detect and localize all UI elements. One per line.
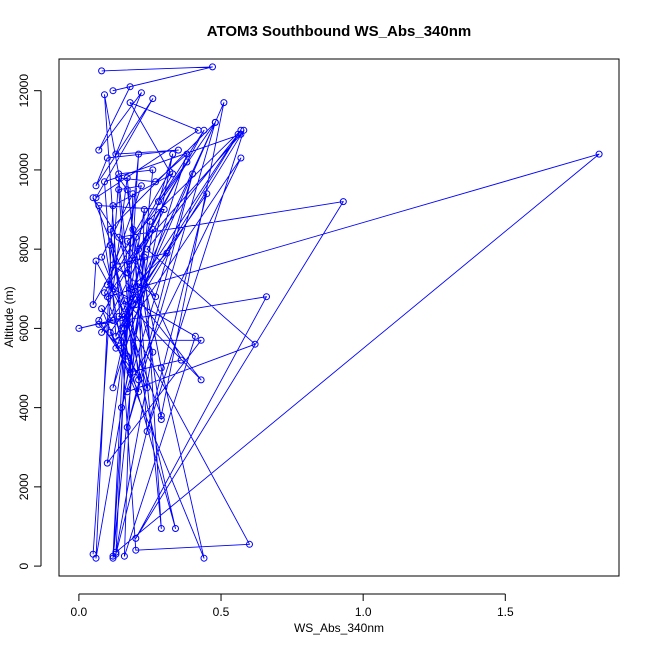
x-axis: 0.0 0.5 1.0 1.5 <box>71 594 514 619</box>
y-axis-label: Altitude (m) <box>2 286 16 347</box>
series-lines <box>79 67 599 558</box>
x-axis-label: WS_Abs_340nm <box>294 621 384 635</box>
x-tick-label: 1.0 <box>355 605 372 619</box>
y-axis: 0 2000 4000 6000 8000 10000 12000 <box>17 74 41 570</box>
x-tick-label: 0.5 <box>213 605 230 619</box>
y-tick-label: 6000 <box>17 315 31 342</box>
y-tick-label: 10000 <box>17 153 31 187</box>
x-tick-label: 1.5 <box>497 605 514 619</box>
series-line <box>79 67 599 558</box>
y-tick-label: 2000 <box>17 473 31 500</box>
x-tick-label: 0.0 <box>71 605 88 619</box>
y-tick-label: 4000 <box>17 394 31 421</box>
y-tick-label: 0 <box>17 562 31 569</box>
chart-title: ATOM3 Southbound WS_Abs_340nm <box>207 23 471 40</box>
y-tick-label: 8000 <box>17 235 31 262</box>
y-tick-label: 12000 <box>17 74 31 108</box>
